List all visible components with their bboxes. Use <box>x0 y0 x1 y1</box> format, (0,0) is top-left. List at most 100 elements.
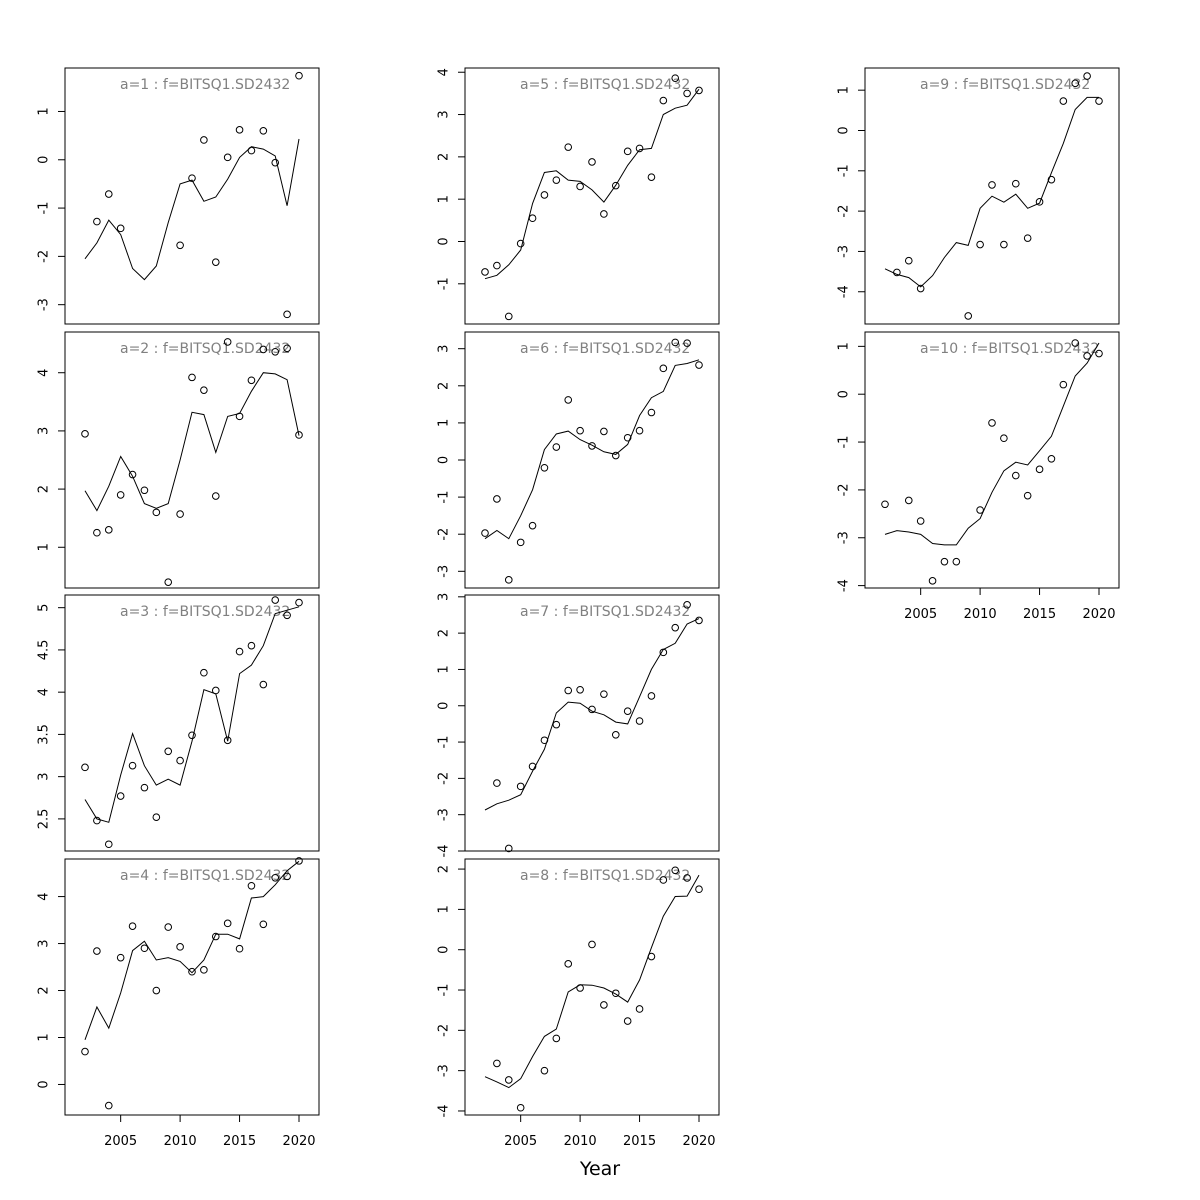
observed-point <box>576 984 584 992</box>
panel-7: a=7 : f=BITSQ1.SD2432 3 2 1 0 -1 -2 -3 -4 <box>437 593 720 858</box>
observed-point <box>283 310 291 319</box>
panel-frame <box>464 858 720 1116</box>
panel-4: a=4 : f=BITSQ1.SD2432 4 3 2 1 0 2005 2010 2015 20… <box>37 857 320 1149</box>
panel-frame <box>864 67 1120 325</box>
y-tick-label: 3 <box>37 773 52 781</box>
x-tick-label: 2015 <box>223 1134 256 1149</box>
observed-point <box>259 680 268 689</box>
x-tick-label: 2005 <box>104 1134 137 1149</box>
y-tick-label: 0 <box>37 156 52 164</box>
x-tick-label: 2020 <box>282 1134 315 1149</box>
observed-point <box>611 181 620 190</box>
y-tick-label: 4 <box>437 68 452 76</box>
observed-point <box>683 601 691 609</box>
y-tick-label: 1 <box>837 342 852 350</box>
y-tick-label: 1 <box>437 419 452 427</box>
observed-point <box>635 717 644 725</box>
x-tick-label: 2020 <box>682 1134 715 1149</box>
y-tick-label: -1 <box>437 736 452 749</box>
panel-frame <box>464 67 720 325</box>
observed-point <box>683 339 691 347</box>
observed-point <box>104 526 113 534</box>
observed-point <box>671 866 680 875</box>
observed-point <box>516 1103 525 1112</box>
observed-point <box>176 241 184 250</box>
observed-point <box>516 782 525 791</box>
observed-point <box>659 876 668 884</box>
observed-point <box>1035 465 1044 474</box>
observed-point <box>247 641 256 650</box>
x-axis-label: Year <box>579 1158 621 1180</box>
observed-point <box>904 496 913 505</box>
y-tick-label: -1 <box>437 491 452 504</box>
observed-point <box>1059 380 1068 389</box>
y-tick-label: -4 <box>437 845 452 858</box>
panel-title: a=3 : f=BITSQ1.SD2432 <box>120 604 290 620</box>
y-tick-label: 4 <box>37 892 52 900</box>
observed-point <box>623 707 632 715</box>
observed-point <box>695 86 703 95</box>
observed-point <box>235 126 244 134</box>
fitted-line <box>84 372 300 512</box>
panel-frame <box>464 594 720 852</box>
y-tick-label: 0 <box>437 456 452 464</box>
observed-point <box>1083 352 1091 360</box>
observed-point <box>128 470 137 479</box>
observed-point <box>81 1047 89 1056</box>
y-tick-label: 2 <box>37 485 52 493</box>
observed-point <box>295 598 303 607</box>
y-tick-label: -2 <box>437 772 452 785</box>
observed-point <box>1023 491 1032 500</box>
y-tick-label: 0 <box>437 702 452 710</box>
y-tick-label: 2 <box>437 153 452 161</box>
observed-point <box>576 685 584 694</box>
x-tick-label: 2010 <box>164 1134 197 1149</box>
observed-point <box>223 736 232 745</box>
y-tick-label: 3 <box>437 110 452 118</box>
observed-point <box>611 731 620 739</box>
observed-point <box>504 576 513 584</box>
observed-point <box>600 690 608 698</box>
observed-point <box>176 756 184 765</box>
observed-point <box>211 258 220 266</box>
panel-5: a=5 : f=BITSQ1.SD2432 4 3 2 1 0 -1 <box>437 67 720 325</box>
observed-point <box>93 947 101 955</box>
observed-point <box>1071 79 1080 88</box>
y-tick-label: 1 <box>837 86 852 94</box>
x-tick-label: 2020 <box>1082 607 1115 622</box>
observed-point <box>647 692 656 700</box>
observed-point <box>223 919 232 928</box>
observed-point <box>283 872 291 881</box>
y-tick-label: 3 <box>437 593 452 601</box>
y-tick-label: 3 <box>437 345 452 353</box>
observed-point <box>695 885 703 894</box>
observed-point <box>481 529 489 537</box>
fitted-line <box>484 618 700 811</box>
observed-point <box>588 442 596 450</box>
observed-point <box>259 920 268 929</box>
observed-point <box>623 433 632 442</box>
observed-point <box>1023 234 1032 242</box>
observed-point <box>695 361 703 369</box>
y-tick-label: 2 <box>437 382 452 390</box>
panel-title: a=2 : f=BITSQ1.SD2432 <box>120 341 290 357</box>
observed-point <box>516 538 525 547</box>
panel-title: a=4 : f=BITSQ1.SD2432 <box>120 868 290 884</box>
observed-point <box>81 763 89 772</box>
observed-point <box>588 940 596 949</box>
panel-frame <box>64 331 320 589</box>
fitted-line <box>84 138 300 281</box>
observed-point <box>116 953 125 962</box>
observed-point <box>1059 97 1068 105</box>
y-tick-label: 5 <box>37 604 52 612</box>
observed-point <box>611 989 620 998</box>
observed-point <box>259 126 268 135</box>
observed-point <box>916 517 925 525</box>
y-tick-label: 1 <box>37 107 52 115</box>
observed-point <box>247 146 256 155</box>
x-tick-label: 2015 <box>1023 607 1056 622</box>
observed-point <box>528 762 537 771</box>
observed-point <box>600 1001 608 1009</box>
observed-point <box>295 71 303 80</box>
observed-point <box>1095 349 1103 358</box>
